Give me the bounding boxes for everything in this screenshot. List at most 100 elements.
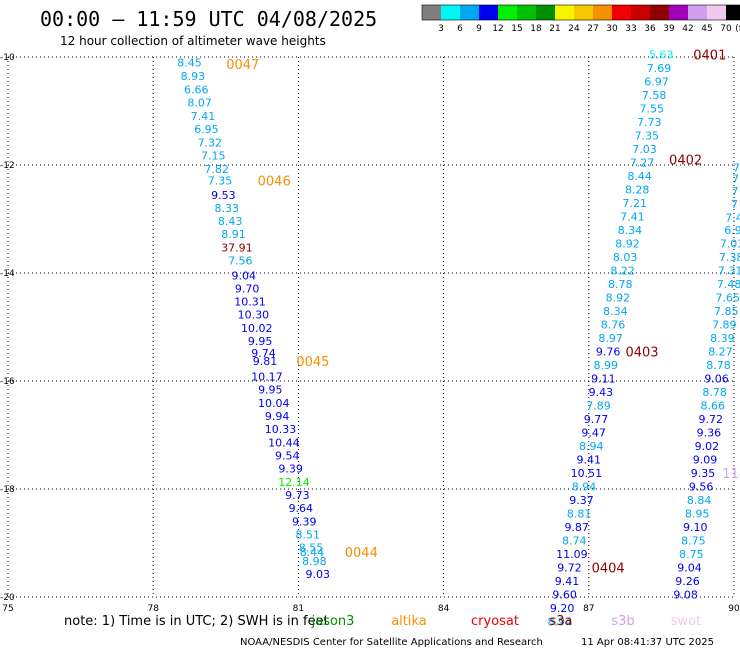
colorbar-label: 70: [720, 24, 732, 34]
wave-height-point: 8.94: [548, 615, 573, 628]
wave-height-point: 6.9: [724, 224, 740, 237]
chart-subtitle: 12 hour collection of altimeter wave hei…: [60, 34, 326, 48]
wave-height-point: 7.35: [635, 129, 660, 142]
chart-title: 00:00 — 11:59 UTC 04/08/2025: [40, 7, 377, 31]
wave-height-point: 8.33: [215, 202, 240, 215]
wave-height-point: 7.4: [725, 211, 740, 224]
wave-height-point: 9.72: [699, 413, 724, 426]
wave-height-point: 8.94: [572, 480, 597, 493]
orbit-number-label: 0404: [592, 561, 625, 576]
x-tick-label: 78: [147, 604, 159, 614]
x-tick-label: 87: [583, 604, 594, 614]
wave-height-point: 8.39: [710, 332, 735, 345]
colorbar-swatch: [612, 5, 631, 20]
colorbar-swatch: [707, 5, 726, 20]
wave-height-point: 5.63: [649, 48, 674, 61]
wave-height-point: 9.04: [677, 561, 702, 574]
wave-height-point: 6.66: [184, 83, 209, 96]
wave-height-point: 9.36: [697, 426, 722, 439]
wave-height-point: 7.41: [191, 110, 216, 123]
wave-height-point: 9.20: [550, 602, 575, 615]
wave-height-point: 9.77: [584, 413, 609, 426]
wave-height-point: 7.41: [620, 210, 645, 223]
wave-height-point: 9.76: [596, 345, 621, 358]
wave-height-point: 9.54: [275, 450, 300, 463]
wave-height-point: 10.44: [268, 437, 300, 450]
colorbar-unit: (ft): [735, 24, 740, 34]
footer-timestamp: 11 Apr 08:41:37 UTC 2025: [581, 637, 714, 648]
wave-height-point: 7.89: [586, 399, 611, 412]
colorbar-label: 3: [438, 24, 444, 34]
footer-note: note: 1) Time is in UTC; 2) SWH is in fe…: [64, 614, 329, 629]
satellite-legend-s3a: s3a: [549, 614, 572, 629]
colorbar-border: [421, 4, 740, 21]
wave-height-point: 9.26: [675, 575, 700, 588]
wave-height-point: 9.74: [251, 347, 276, 360]
wave-height-point: 8.51: [295, 528, 320, 541]
wave-height-point: 7.31: [718, 264, 740, 277]
wave-height-point: 9.43: [589, 386, 614, 399]
satellite-legend-cryosat: cryosat: [471, 614, 519, 629]
colorbar-swatch: [688, 5, 707, 20]
wave-height-point: 8.91: [221, 228, 246, 241]
grid-lines: [7, 56, 735, 598]
wave-height-point: 8.28: [625, 183, 650, 196]
wave-height-point: 8.44: [300, 546, 325, 559]
colorbar-label: 12: [492, 24, 503, 34]
orbit-number-label: 1149: [722, 467, 740, 482]
x-tick-label: 90: [728, 604, 740, 614]
wave-height-point: 7: [733, 162, 740, 175]
wave-height-point: 10.17: [251, 371, 283, 384]
wave-height-point: 8.98: [302, 555, 327, 568]
wave-height-point: 7.56: [228, 255, 253, 268]
data-marks: 8.458.936.668.077.416.957.327.157.827.35…: [177, 48, 740, 628]
wave-height-point: 8.78: [706, 359, 731, 372]
wave-height-point: 10.02: [241, 322, 273, 335]
wave-height-point: 10.04: [258, 397, 290, 410]
wave-height-point: 8.74: [562, 534, 587, 547]
wave-height-point: 7: [731, 185, 738, 198]
satellite-legend-swot: swot: [671, 614, 701, 629]
wave-height-point: 9.06: [704, 372, 729, 385]
wave-height-point: 9.03: [306, 568, 331, 581]
wave-height-point: 8.27: [708, 345, 733, 358]
colorbar-label: 21: [549, 24, 560, 34]
orbit-number-label: 0403: [625, 345, 658, 360]
wave-height-point: 9.04: [231, 270, 256, 283]
wave-height-point: 9.41: [555, 575, 580, 588]
wave-height-point: 9.72: [557, 561, 582, 574]
wave-height-point: 9.95: [248, 335, 273, 348]
wave-height-point: 8.66: [700, 399, 725, 412]
wave-height-point: 9.53: [211, 189, 236, 202]
x-tick-label: 84: [438, 604, 450, 614]
colorbar-swatch: [574, 5, 593, 20]
wave-height-point: 8.44: [627, 170, 652, 183]
wave-height-point: 8.97: [598, 332, 623, 345]
orbit-number-label: 0402: [669, 154, 702, 169]
wave-height-point: 8.92: [615, 237, 640, 250]
colorbar-swatch: [555, 5, 574, 20]
wave-height-point: 9.94: [265, 410, 290, 423]
wave-height-point: 9.73: [285, 489, 310, 502]
wave-height-point: 8.81: [567, 507, 592, 520]
wave-height-point: 7.03: [720, 237, 740, 250]
satellite-legend-jason3: jason3: [311, 614, 355, 629]
wave-height-point: 9.64: [289, 502, 314, 515]
colorbar-swatch: [517, 5, 536, 20]
satellite-legend-altika: altika: [391, 614, 427, 629]
colorbar-swatch: [631, 5, 650, 20]
x-tick-label: 75: [2, 604, 13, 614]
colorbar-label: 36: [644, 24, 656, 34]
wave-height-point: 9.41: [577, 453, 602, 466]
wave-height-point: 9.11: [591, 372, 616, 385]
wave-height-point: 9.87: [564, 521, 589, 534]
wave-height-point: 7.35: [208, 175, 233, 188]
wave-height-point: 12.14: [278, 476, 310, 489]
colorbar-label: 9: [476, 24, 482, 34]
wave-height-point: 7.55: [639, 102, 664, 115]
colorbar-swatch: [479, 5, 498, 20]
wave-height-point: 9.95: [258, 384, 283, 397]
wave-height-point: 9.02: [695, 440, 720, 453]
wave-height-point: 8.93: [181, 70, 206, 83]
